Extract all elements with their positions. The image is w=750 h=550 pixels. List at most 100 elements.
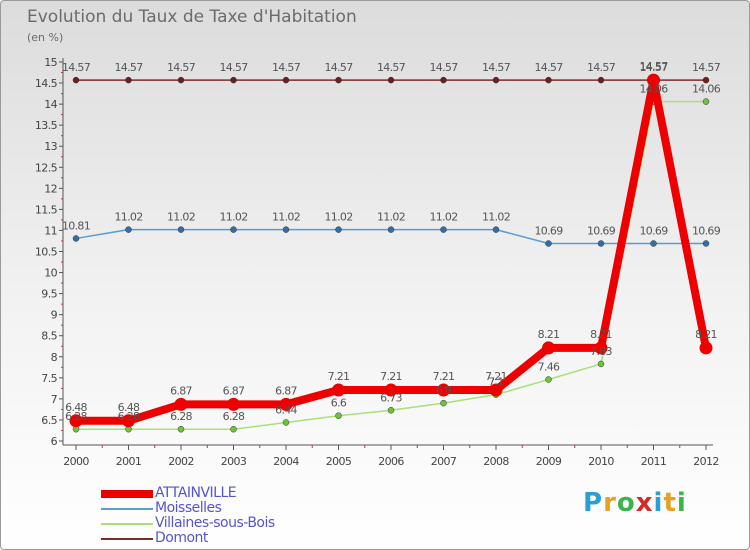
data-label: 10.81 [62, 219, 90, 232]
proxiti-logo: Proxiti [583, 488, 687, 518]
data-label: 10.69 [587, 224, 616, 237]
y-tick-label: 12 [44, 182, 57, 195]
data-label: 14.57 [62, 61, 91, 74]
data-label: 14.06 [640, 83, 669, 96]
logo-letter: t [663, 488, 677, 518]
data-point [387, 226, 395, 233]
x-tick-label: 2002 [168, 455, 194, 468]
data-label: 10.69 [640, 224, 669, 237]
x-tick-label: 2001 [116, 455, 142, 468]
data-label: 6.73 [380, 391, 402, 404]
data-point [597, 360, 605, 368]
data-point [230, 76, 237, 84]
data-label: 14.57 [377, 61, 406, 74]
data-label: 14.57 [535, 61, 564, 74]
x-tick-label: 2011 [641, 455, 667, 468]
data-point [230, 425, 237, 433]
data-point [597, 240, 605, 247]
data-point [227, 397, 240, 411]
y-tick-label: 13.5 [35, 119, 58, 132]
data-label: 14.57 [115, 61, 144, 74]
data-label: 14.57 [640, 60, 669, 73]
data-label: 6.44 [275, 403, 297, 416]
x-tick-label: 2010 [588, 455, 614, 468]
data-point [594, 341, 608, 355]
data-point [174, 397, 188, 411]
data-label: 10.69 [535, 224, 564, 237]
y-tick-label: 6 [51, 435, 58, 448]
data-label: 11.02 [325, 211, 353, 224]
data-point [125, 76, 132, 84]
y-tick-label: 8.5 [41, 330, 57, 343]
data-point [69, 414, 83, 428]
legend-label: Moisselles [155, 500, 222, 516]
data-point [702, 240, 710, 247]
chart-title: Evolution du Taux de Taxe d'Habitation [27, 7, 357, 27]
data-label: 14.57 [587, 61, 616, 74]
data-label: 6.48 [118, 401, 140, 414]
data-point [177, 226, 185, 233]
legend-swatch [101, 489, 153, 498]
data-point [650, 240, 657, 247]
data-label: 6.87 [223, 384, 245, 397]
data-label: 6.48 [65, 401, 87, 414]
logo-letter: r [603, 488, 617, 518]
legend-label: Domont [155, 530, 208, 546]
x-tick-label: 2005 [326, 455, 352, 468]
data-label: 6.87 [170, 384, 192, 397]
y-tick-label: 11 [44, 224, 57, 237]
legend-label: ATTAINVILLE [155, 485, 237, 501]
y-tick-label: 10 [44, 267, 57, 280]
data-label: 14.57 [272, 61, 301, 74]
data-label: 14.57 [167, 61, 196, 74]
logo-letter: o [616, 488, 636, 518]
data-point [72, 76, 80, 84]
data-label: 7.21 [485, 370, 507, 383]
data-label: 10.69 [692, 224, 721, 237]
data-label: 7.21 [328, 370, 350, 383]
data-label: 7.46 [538, 361, 560, 374]
y-tick-label: 12.5 [35, 161, 58, 174]
data-point [440, 76, 447, 84]
data-point [177, 76, 185, 84]
chart-subtitle: (en %) [27, 31, 64, 44]
logo-letter: i [676, 488, 687, 518]
data-label: 6.28 [223, 410, 245, 423]
data-label: 7.1 [488, 376, 503, 389]
data-label: 14.57 [220, 61, 249, 74]
data-point [230, 226, 237, 233]
logo-letter: x [635, 488, 654, 518]
data-label: 14.57 [640, 61, 669, 74]
data-label: 11.02 [430, 211, 458, 224]
data-label: 14.57 [692, 61, 721, 74]
legend-swatch [101, 522, 153, 525]
x-tick-label: 2008 [483, 455, 509, 468]
data-label: 6.87 [275, 384, 297, 397]
data-label: 11.02 [272, 211, 300, 224]
data-point [492, 226, 500, 233]
y-tick-label: 8 [51, 351, 58, 364]
data-label: 7.83 [590, 345, 612, 358]
data-point [545, 376, 552, 383]
data-label: 7.21 [433, 370, 455, 383]
data-label: 11.02 [377, 211, 405, 224]
data-point [437, 383, 450, 397]
x-tick-label: 2004 [273, 455, 299, 468]
data-point [332, 383, 345, 397]
data-point [492, 76, 500, 84]
data-point [282, 226, 290, 233]
data-label: 11.02 [115, 211, 143, 224]
data-point [279, 397, 293, 411]
data-label: 6.28 [118, 410, 140, 423]
data-point [177, 425, 185, 433]
data-label: 6.9 [436, 384, 452, 397]
data-point [387, 407, 395, 414]
data-label: 14.57 [325, 61, 354, 74]
data-point [545, 240, 552, 247]
data-point [597, 76, 605, 84]
x-tick-label: 2012 [693, 455, 719, 468]
data-point [702, 98, 710, 105]
y-tick-label: 9 [51, 309, 58, 322]
logo-letter: P [583, 488, 604, 518]
